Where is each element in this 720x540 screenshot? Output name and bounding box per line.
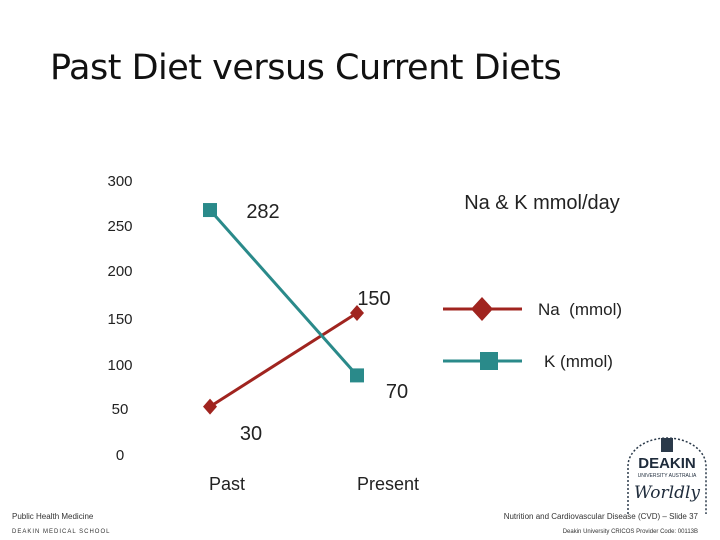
y-tick-label: 300 [107, 173, 132, 190]
chart-title: Na & K mmol/day [464, 192, 620, 214]
legend-marker [480, 352, 498, 370]
y-tick-label: 150 [107, 311, 132, 328]
logo-text-mid: UNIVERSITY AUSTRALIA [638, 473, 697, 479]
data-label: 30 [240, 423, 262, 445]
footer-department: Public Health Medicine [12, 512, 94, 521]
data-point-marker [350, 305, 364, 321]
data-label: 70 [386, 381, 408, 403]
data-label: 150 [357, 288, 390, 310]
series-line [209, 311, 358, 408]
y-tick-label: 100 [107, 357, 132, 374]
data-label: 282 [246, 201, 279, 223]
legend-label: Na (mmol) [538, 300, 622, 319]
y-tick-label: 50 [112, 401, 129, 418]
y-tick-label: 0 [116, 447, 124, 464]
legend-marker [471, 297, 493, 321]
series-line [208, 209, 359, 377]
page-title: Past Diet versus Current Diets [50, 48, 562, 88]
x-category-label: Present [357, 474, 419, 494]
data-point-marker [203, 203, 217, 218]
data-point-marker [203, 398, 217, 415]
footer-school: DEAKIN MEDICAL SCHOOL [12, 529, 111, 535]
data-point-marker [350, 368, 364, 383]
logo-text-bottom: Worldly [634, 483, 700, 503]
logo-text-top: DEAKIN [638, 455, 696, 472]
legend-label: K (mmol) [544, 352, 613, 371]
footer-cricos: Deakin University CRICOS Provider Code: … [562, 529, 698, 535]
y-tick-label: 250 [107, 218, 132, 235]
y-tick-label: 200 [107, 263, 132, 280]
deakin-logo: DEAKIN UNIVERSITY AUSTRALIA Worldly [627, 437, 707, 514]
x-category-label: Past [209, 474, 245, 494]
footer-slide-info: Nutrition and Cardiovascular Disease (CV… [503, 512, 698, 521]
